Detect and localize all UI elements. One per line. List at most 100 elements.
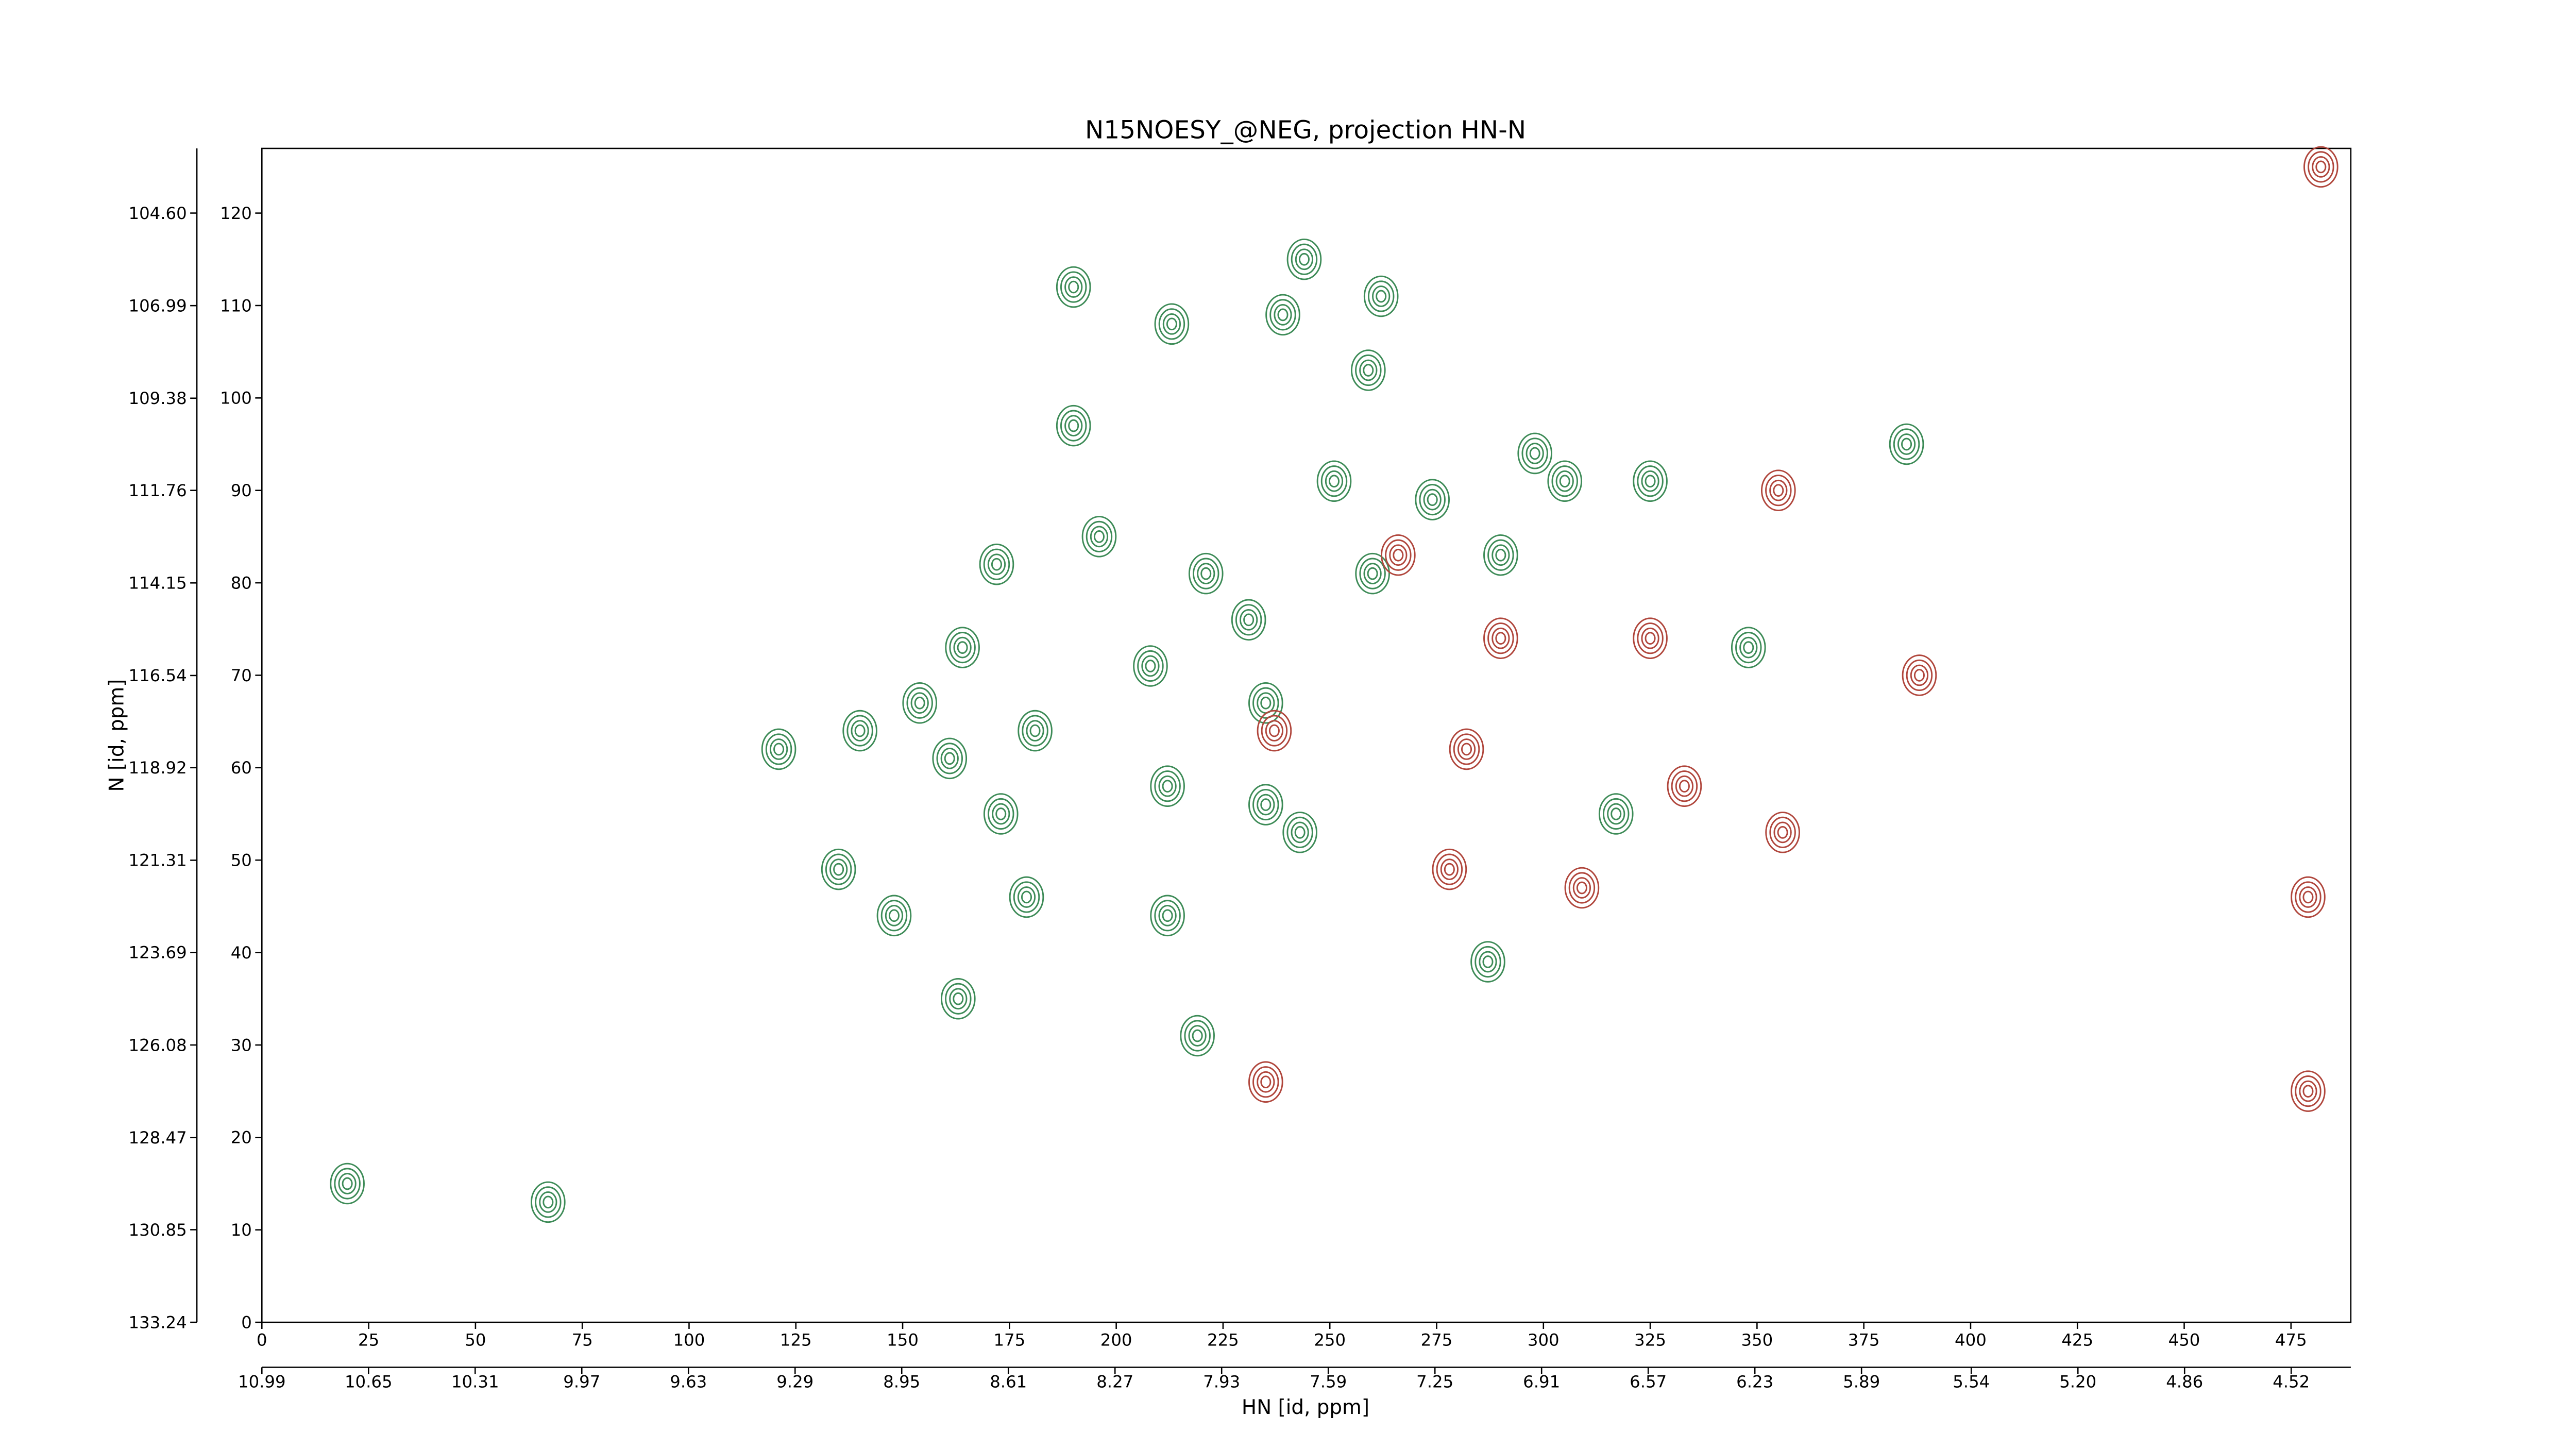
x-tick-label: 375 [1848,1330,1880,1350]
peak [1667,765,1702,807]
peak [821,848,856,890]
contour-level [1274,304,1292,326]
contour-level [979,543,1014,585]
contour-level [995,807,1007,820]
contour-level [1419,484,1446,516]
contour-level [1162,909,1173,922]
contour-level [833,863,844,876]
peak [983,793,1019,835]
y2-tick-label: 118.92 [129,758,187,778]
contour-level [936,743,963,774]
contour-level [1457,738,1476,760]
y2-tick-label: 109.38 [129,389,187,408]
peak [1470,941,1505,983]
y-axis-label: N [id, ppm] [106,679,129,792]
x2-tick-label: 4.52 [2273,1372,2310,1391]
contour-level [1154,900,1181,932]
contour-level [1641,627,1659,649]
contour-level [1021,890,1032,904]
contour-level [1444,863,1455,876]
contour-level [945,983,972,1015]
y-tick-label: 20 [231,1128,252,1148]
contour-level [1017,886,1036,908]
contour-level [1193,558,1219,589]
contour-level [1529,447,1540,460]
contour-level [825,853,852,885]
y2-tick-label: 116.54 [129,666,187,685]
contour-level [1607,803,1625,825]
x2-tick-label: 9.29 [776,1372,814,1391]
contour-level [1492,544,1510,566]
peak [1432,848,1467,890]
contour-level [1761,469,1796,511]
contour-level [1252,1066,1279,1098]
peak [902,682,938,724]
contour-level [1731,627,1766,668]
contour-level [1351,349,1386,391]
peak [1355,552,1390,595]
peak [1188,552,1224,595]
contour-level [829,858,848,881]
y2-tick-label: 123.69 [129,943,187,963]
contour-level [1158,308,1185,340]
peak [1316,460,1352,502]
peak [2303,146,2338,188]
peak [531,1181,566,1223]
contour-level [1188,552,1224,595]
contour-level [1325,470,1344,492]
contour-level [1328,475,1340,488]
contour-level [1162,313,1181,335]
peak [1018,710,1053,752]
contour-level [2308,151,2334,183]
contour-level [1355,354,1382,386]
contour-level [2299,1080,2317,1102]
contour-level [1773,484,1784,497]
x2-tick-label: 8.95 [883,1372,920,1391]
contour-level [1320,465,1348,497]
contour-level [1679,780,1690,793]
contour-level [1248,682,1283,724]
peak [1547,460,1583,502]
peak [1902,654,1937,696]
peak [1483,534,1518,576]
contour-level [1667,765,1702,807]
contour-level [531,1181,566,1223]
peak [1889,423,1924,465]
y2-tick-label: 121.31 [129,851,187,870]
y-tick-label: 40 [231,943,252,963]
contour-level [1487,622,1514,654]
contour-level [2312,156,2330,178]
contour-level [1482,955,1494,968]
contour-level [1265,294,1300,336]
contour-level [1257,710,1292,752]
peak [1154,303,1190,345]
contour-level [983,793,1019,835]
contour-level [1257,794,1275,816]
contour-level [1675,775,1694,797]
contour-level [1291,243,1318,275]
contour-level [910,692,929,714]
contour-level [773,743,785,756]
x2-tick-label: 6.23 [1736,1372,1773,1391]
contour-level [1389,544,1408,566]
y-tick-label: 0 [241,1312,252,1332]
contour-level [991,558,1002,571]
x2-tick-label: 7.25 [1416,1372,1453,1391]
x-tick-label: 250 [1314,1330,1346,1350]
contour-level [1440,858,1459,881]
x-tick-label: 150 [887,1330,919,1350]
contour-level [944,752,955,765]
peak [1351,349,1386,391]
contour-level [1765,812,1800,853]
contour-level [1637,465,1664,497]
peak [1517,432,1553,475]
contour-level [1257,1071,1275,1093]
x-tick-label: 275 [1421,1330,1453,1350]
contour-level [842,710,877,752]
x-tick-label: 325 [1634,1330,1666,1350]
contour-level [854,724,866,737]
contour-level [1572,877,1591,899]
contour-level [1355,552,1390,595]
contour-level [1906,659,1933,692]
x-tick-label: 25 [358,1330,379,1350]
